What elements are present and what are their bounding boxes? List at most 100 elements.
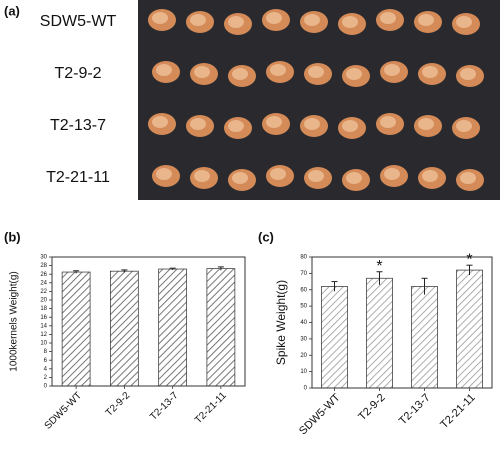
error-bar [466,264,473,276]
x-tick-label: T2-21-11 [193,390,229,426]
row-label: SDW5-WT [40,13,117,30]
kernel-highlight [380,12,396,24]
x-tick-label: T2-9-2 [104,390,133,419]
kernels [148,9,484,191]
kernel-highlight [418,118,434,130]
row-label: T2-9-2 [54,65,101,82]
y-tick-label: 10 [40,341,47,347]
error-bar [331,281,338,292]
kernel-highlight [232,172,248,184]
x-tick-label: T2-13-7 [397,392,433,428]
kernel-highlight [266,12,282,24]
kernel-highlight [270,168,286,180]
kernel-photo [138,0,500,200]
kernel-highlight [270,64,286,76]
y-tick-label: 18 [40,306,47,312]
y-tick-label: 26 [40,272,47,278]
bar [158,268,188,387]
kernel-highlight [228,16,244,28]
kernel-highlight [418,14,434,26]
kernel-highlight [152,12,168,24]
y-tick-label: 80 [300,255,307,261]
y-tick-label: 14 [40,323,47,329]
bar [456,269,483,389]
y-tick-label: 16 [40,315,47,321]
y-tick-label: 30 [40,255,47,261]
row-label: T2-13-7 [50,117,106,134]
kernel-highlight [152,116,168,128]
kernel-highlight [266,116,282,128]
kernel-highlight [346,68,362,80]
kernel-highlight [232,68,248,80]
error-bar [421,277,428,295]
kernel-highlight [346,172,362,184]
y-tick-label: 70 [300,271,307,277]
x-tick-label: T2-21-11 [438,392,477,431]
panel-label: (a) [4,3,20,18]
y-axis-title: Spike Weight(g) [274,280,288,365]
y-tick-label: 28 [40,263,47,269]
bar [366,277,393,389]
y-tick-label: 24 [40,280,47,286]
plot-frame [51,256,246,387]
y-tick-label: 40 [300,320,307,326]
y-tick-label: 6 [44,358,48,364]
error-bar [73,270,80,274]
error-bar [121,269,128,273]
y-tick-label: 60 [300,287,307,293]
error-bar [217,266,224,271]
kernel-highlight [194,170,210,182]
kernel-highlight [304,118,320,130]
kernel-highlight [342,16,358,28]
row-label: T2-21-11 [46,169,110,186]
x-tick-label: T2-13-7 [148,390,181,423]
kernel-highlight [308,66,324,78]
kernel-highlight [194,66,210,78]
bar [206,268,236,387]
y-axis-title: 1000kernels Weight(g) [9,271,20,371]
kernel-highlight [456,16,472,28]
kernel-highlight [304,14,320,26]
panel-label: (b) [4,229,21,244]
y-tick-label: 50 [300,304,307,310]
y-tick-label: 0 [304,386,308,392]
kernel-highlight [460,172,476,184]
x-tick-label: SDW5-WT [43,390,85,432]
y-tick-label: 22 [40,289,47,295]
kernel-highlight [422,170,438,182]
y-tick-label: 10 [300,369,307,375]
y-tick-label: 12 [40,332,47,338]
kernel-highlight [190,14,206,26]
y-tick-label: 8 [44,349,48,355]
kernel-highlight [156,168,172,180]
bar [61,271,91,387]
x-tick-label: T2-9-2 [356,392,387,423]
y-tick-label: 2 [44,375,48,381]
y-tick-label: 4 [44,366,48,372]
significance-mark: * [376,258,382,275]
y-tick-label: 30 [300,336,307,342]
kernel-highlight [384,64,400,76]
kernel-highlight [342,120,358,132]
kernel-highlight [156,64,172,76]
kernel-highlight [190,118,206,130]
significance-mark: * [466,251,472,268]
y-tick-label: 20 [40,298,47,304]
error-bar [169,267,176,270]
kernel-highlight [308,170,324,182]
error-bar [376,271,383,285]
bar [411,286,438,389]
kernel-highlight [228,120,244,132]
y-tick-label: 0 [44,384,48,390]
kernel-highlight [456,120,472,132]
kernel-highlight [380,116,396,128]
x-tick-label: SDW5-WT [297,391,343,437]
kernel-highlight [422,66,438,78]
bar [109,270,139,387]
plot-frame [311,256,493,389]
kernel-highlight [460,68,476,80]
panel-label: (c) [258,229,274,244]
kernel-highlight [384,168,400,180]
bar [321,286,348,389]
